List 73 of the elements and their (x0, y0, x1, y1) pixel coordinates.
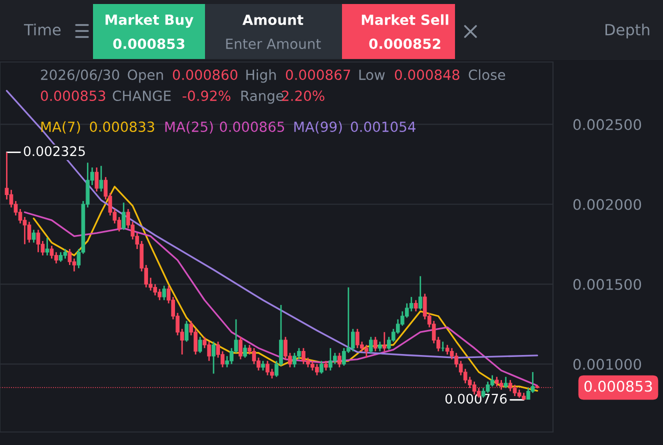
annotation: 0.000776 (445, 394, 507, 404)
candlestick (94, 166, 99, 192)
candlestick (364, 344, 368, 358)
candlestick (526, 387, 530, 400)
text: MA(99) (294, 121, 342, 134)
ref-line-label: 0.000853 (584, 380, 652, 392)
candlestick (18, 208, 22, 224)
candlestick (238, 336, 242, 360)
y-tick-label: 0.002000 (573, 198, 642, 210)
candlestick (4, 152, 9, 200)
candlestick (22, 216, 27, 245)
text: Time (24, 24, 61, 36)
text: Market Buy (106, 14, 194, 28)
candlestick (50, 245, 54, 260)
annotation: High (246, 69, 276, 83)
candlestick (490, 374, 494, 388)
annotation: 0.000860 (172, 70, 238, 80)
text: MA(25) (165, 121, 213, 134)
candlestick (32, 229, 36, 244)
candlestick (382, 331, 386, 352)
annotation: 0.000848 (394, 70, 460, 80)
annotation: 2.20% (282, 90, 324, 102)
candlestick (212, 341, 216, 374)
annotation: 0.000853 (40, 90, 106, 102)
candlestick (162, 285, 166, 301)
text: MA(7) (41, 121, 80, 134)
text: Enter Amount (226, 38, 321, 50)
text: 0.000852 (369, 38, 440, 50)
candlestick (36, 229, 40, 253)
text: Amount (242, 14, 304, 26)
annotation: Low (359, 70, 385, 80)
annotation: CHANGE (112, 90, 171, 102)
candlestick (324, 360, 328, 372)
text: 0.000853 (113, 38, 184, 50)
candlestick (122, 202, 126, 231)
annotation: 0.001054 (350, 122, 416, 132)
candlestick (373, 336, 378, 352)
candlestick (68, 248, 72, 266)
text: Market Sell (362, 14, 448, 26)
candlestick (261, 360, 265, 372)
annotation: Close (468, 69, 506, 80)
annotation: Range (241, 90, 284, 104)
annotation: 0.002325 (24, 146, 85, 156)
annotation: -0.92% (182, 90, 230, 102)
candlestick (486, 380, 490, 394)
candlestick (27, 221, 32, 244)
annotation: 2026/06/30 (41, 70, 120, 82)
annotation: 0.000833 (90, 122, 154, 132)
candlestick (9, 189, 14, 208)
candlestick (378, 341, 382, 352)
y-tick-label: 0.002500 (573, 119, 642, 130)
candlestick (504, 376, 508, 389)
candlestick (184, 320, 189, 342)
line-series (24, 211, 538, 386)
candlestick (368, 336, 373, 354)
candlestick (414, 299, 418, 312)
candlestick (243, 344, 247, 358)
annotation: 0.000865 (220, 122, 284, 132)
y-tick-label: 0.001500 (573, 278, 642, 290)
annotation: 0.000867 (286, 70, 350, 80)
candlestick (198, 336, 202, 354)
candlestick (409, 296, 414, 312)
text: Depth (606, 24, 650, 38)
candlestick (45, 237, 50, 256)
annotation: Open (128, 70, 163, 83)
line-series (32, 186, 538, 392)
y-tick-label: 0.001000 (573, 358, 642, 370)
candlestick (54, 252, 58, 264)
candlestick (418, 275, 422, 310)
candlestick (320, 360, 324, 374)
candlestick (58, 252, 63, 262)
candlestick (338, 352, 342, 368)
candlestick (99, 165, 104, 192)
